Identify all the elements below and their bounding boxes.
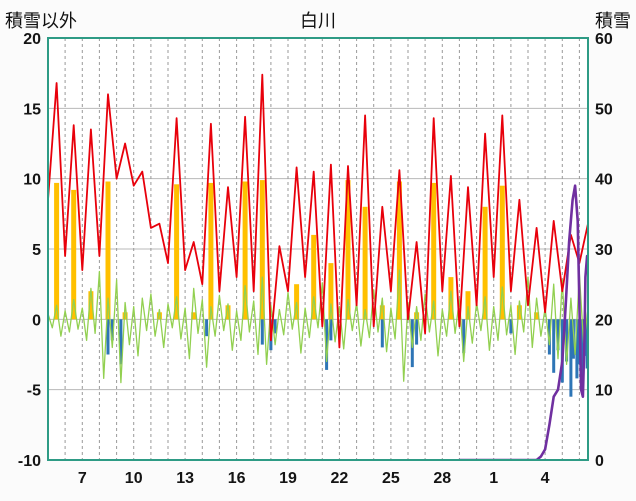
series-sunshine_bars — [259, 180, 265, 320]
series-precipitation_bars — [462, 319, 466, 354]
series-sunshine_bars — [448, 277, 454, 320]
series-sunshine_bars — [465, 291, 471, 320]
series-sunshine_bars — [156, 312, 162, 320]
series-sunshine_bars — [71, 189, 77, 320]
series-sunshine_bars — [328, 263, 334, 320]
series-sunshine_bars — [482, 206, 488, 320]
right-axis-tick: 50 — [595, 101, 613, 118]
series-precipitation_bars — [205, 319, 209, 337]
right-axis-tick: 0 — [595, 453, 604, 470]
series-precipitation_bars — [119, 319, 123, 365]
x-axis-tick: 28 — [433, 470, 451, 487]
series-precipitation_bars — [329, 319, 333, 341]
series-precipitation_bars — [260, 319, 264, 345]
series-sunshine_bars — [54, 182, 60, 320]
series-sunshine_bars — [396, 181, 402, 320]
right-axis-tick: 10 — [595, 383, 613, 400]
x-axis-tick: 10 — [125, 470, 143, 487]
left-axis-tick: -5 — [27, 383, 41, 400]
series-green_line — [48, 269, 588, 384]
series-sunshine_bars — [379, 305, 385, 320]
series-sunshine_bars — [191, 312, 197, 320]
right-axis-tick: 20 — [595, 312, 613, 329]
right-axis-title: 積雪 — [595, 11, 631, 31]
series-sunshine_bars — [516, 305, 522, 320]
left-axis-tick: -10 — [18, 453, 41, 470]
left-axis-title: 積雪以外 — [5, 11, 77, 31]
x-axis-tick: 19 — [279, 470, 297, 487]
x-axis-tick: 16 — [228, 470, 246, 487]
x-axis-tick: 4 — [541, 470, 550, 487]
series-sunshine_bars — [122, 312, 128, 320]
right-axis-tick: 40 — [595, 172, 613, 189]
left-axis-tick: 0 — [32, 312, 41, 329]
x-axis-tick: 25 — [382, 470, 400, 487]
series-sunshine_bars — [242, 181, 248, 320]
series-sunshine_bars — [431, 182, 437, 320]
x-axis-tick: 13 — [176, 470, 194, 487]
left-axis-tick: 10 — [23, 172, 41, 189]
right-axis-tick: 30 — [595, 242, 613, 259]
chart-title: 白川 — [300, 11, 336, 31]
series-sunshine_bars — [294, 284, 300, 320]
series-sunshine_bars — [174, 184, 180, 320]
plot-border — [47, 37, 589, 461]
series-precipitation_bars — [325, 319, 329, 370]
x-axis-tick: 1 — [489, 470, 498, 487]
series-sunshine_bars — [105, 181, 111, 320]
series-sunshine_bars — [345, 180, 351, 320]
series-precipitation_bars — [273, 319, 277, 334]
series-precipitation_bars — [569, 319, 573, 397]
series-sunshine_bars — [311, 234, 317, 320]
series-sunshine_bars — [208, 182, 214, 320]
right-axis-tick: 60 — [595, 31, 613, 48]
series-precipitation_bars — [110, 319, 114, 341]
series-snow_depth_line — [458, 184, 588, 460]
x-axis-tick: 7 — [78, 470, 87, 487]
series-precipitation_bars — [509, 319, 513, 334]
series-sunshine_bars — [499, 185, 505, 320]
left-axis-tick: 20 — [23, 31, 41, 48]
series-sunshine_bars — [414, 312, 420, 320]
series-sunshine_bars — [88, 291, 94, 320]
series-temperature_line — [48, 73, 588, 349]
series-sunshine_bars — [534, 312, 540, 320]
series-precipitation_bars — [552, 319, 556, 373]
series-precipitation_bars — [556, 319, 560, 351]
left-axis-tick: 5 — [32, 242, 41, 259]
series-precipitation_bars — [575, 319, 579, 379]
series-sunshine_bars — [362, 206, 368, 320]
series-precipitation_bars — [415, 319, 419, 345]
series-precipitation_bars — [565, 319, 569, 362]
left-axis-tick: 15 — [23, 101, 41, 118]
series-precipitation_bars — [580, 319, 584, 387]
series-sunshine_bars — [225, 305, 231, 320]
series-precipitation_bars — [380, 319, 384, 348]
series-precipitation_bars — [106, 319, 110, 355]
x-axis-tick: 22 — [331, 470, 349, 487]
series-precipitation_bars — [585, 319, 588, 369]
